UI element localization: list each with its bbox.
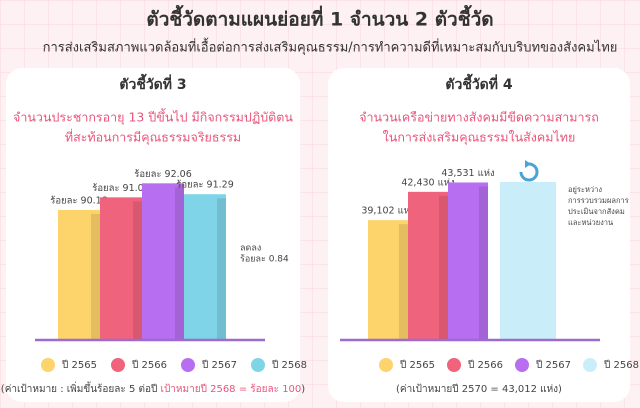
pending-bar <box>500 182 556 340</box>
bar <box>408 191 448 340</box>
annotation: ร้อยละ 0.84 <box>240 254 289 265</box>
panel-title: ตัวชี้วัดที่ 3 <box>119 73 186 93</box>
footnote-part: (ค่าเป้าหมายปี 2570 = 43,012 แห่ง) <box>396 383 562 395</box>
value-label: 42,430 แห่ง <box>401 177 454 188</box>
legend-swatch <box>447 358 461 372</box>
bar <box>58 209 100 340</box>
legend-label: ปี 2565 <box>61 359 97 371</box>
legend-swatch <box>515 358 529 372</box>
bar-shade <box>479 186 488 340</box>
footnote-part: ) <box>301 384 305 395</box>
panel-title: ตัวชี้วัดที่ 4 <box>445 73 513 93</box>
bar-shade <box>217 198 226 340</box>
legend-label: ปี 2568 <box>271 359 307 371</box>
panel-subtitle: ที่สะท้อนการมีคุณธรรมจริยธรรม <box>65 129 241 146</box>
annotation: อยู่ระหว่าง <box>568 185 602 194</box>
value-label: 39,102 แห่ง <box>361 206 414 217</box>
legend-swatch <box>379 358 393 372</box>
bar <box>100 197 142 340</box>
legend-label: ปี 2567 <box>535 359 571 371</box>
legend-swatch <box>41 358 55 372</box>
refresh-arrow <box>525 160 531 168</box>
annotation: การรวบรวมผลการ <box>568 196 629 205</box>
panel-subtitle: จำนวนเครือข่ายทางสังคมมีขีดความสามารถ <box>359 110 599 125</box>
legend-label: ปี 2568 <box>603 359 639 371</box>
panel-subtitle: จำนวนประชากรอายุ 13 ปีขึ้นไป มีกิจกรรมปฏ… <box>13 108 293 126</box>
legend-label: ปี 2565 <box>399 359 435 371</box>
bar-shade <box>439 195 448 340</box>
refresh-icon <box>519 162 539 182</box>
legend-swatch <box>583 358 597 372</box>
legend-swatch <box>181 358 195 372</box>
bar-shade <box>399 224 408 340</box>
page-title: ตัวชี้วัดตามแผนย่อยที่ 1 จำนวน 2 ตัวชี้ว… <box>146 5 493 31</box>
value-label: ร้อยละ 90.18 <box>50 195 108 206</box>
page-subtitle: การส่งเสริมสภาพแวดล้อมที่เอื้อต่อการส่งเ… <box>43 38 618 56</box>
bar <box>184 194 226 340</box>
bar-shade <box>91 213 100 340</box>
annotation: ลดลง <box>240 244 261 254</box>
bar <box>368 220 408 340</box>
footnote: (ค่าเป้าหมายปี 2570 = 43,012 แห่ง) <box>396 383 562 395</box>
bar <box>448 182 488 340</box>
value-label: ร้อยละ 92.06 <box>134 169 192 180</box>
legend-swatch <box>111 358 125 372</box>
panel-subtitle: ในการส่งเสริมคุณธรรมในสังคมไทย <box>383 130 576 146</box>
legend-label: ปี 2566 <box>131 359 167 371</box>
legend-label: ปี 2567 <box>201 359 237 371</box>
value-label: ร้อยละ 91.07 <box>92 183 150 194</box>
footnote-part: เป้าหมายปี 2568 = ร้อยละ 100 <box>161 383 302 395</box>
legend-label: ปี 2566 <box>467 359 503 371</box>
bar <box>142 183 184 340</box>
bar-shade <box>175 187 184 340</box>
footnote-part: (ค่าเป้าหมาย : เพิ่มขึ้นร้อยละ 5 ต่อปี <box>1 381 161 395</box>
footnote: (ค่าเป้าหมาย : เพิ่มขึ้นร้อยละ 5 ต่อปี เ… <box>1 381 306 395</box>
bar-shade <box>133 201 142 340</box>
value-label: ร้อยละ 91.29 <box>176 180 234 191</box>
annotation: ประเมินจากสังคม <box>568 207 625 216</box>
legend-swatch <box>251 358 265 372</box>
value-label: 43,531 แห่ง <box>441 168 494 179</box>
annotation: และหน่วยงาน <box>568 218 613 227</box>
